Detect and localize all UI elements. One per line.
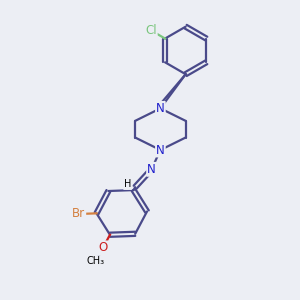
Text: CH₃: CH₃: [87, 256, 105, 266]
Text: H: H: [124, 179, 131, 189]
Text: O: O: [98, 242, 108, 254]
Text: N: N: [156, 143, 165, 157]
Text: Br: Br: [72, 208, 85, 220]
Text: N: N: [156, 102, 165, 115]
Text: Cl: Cl: [145, 24, 157, 37]
Text: N: N: [147, 163, 156, 176]
